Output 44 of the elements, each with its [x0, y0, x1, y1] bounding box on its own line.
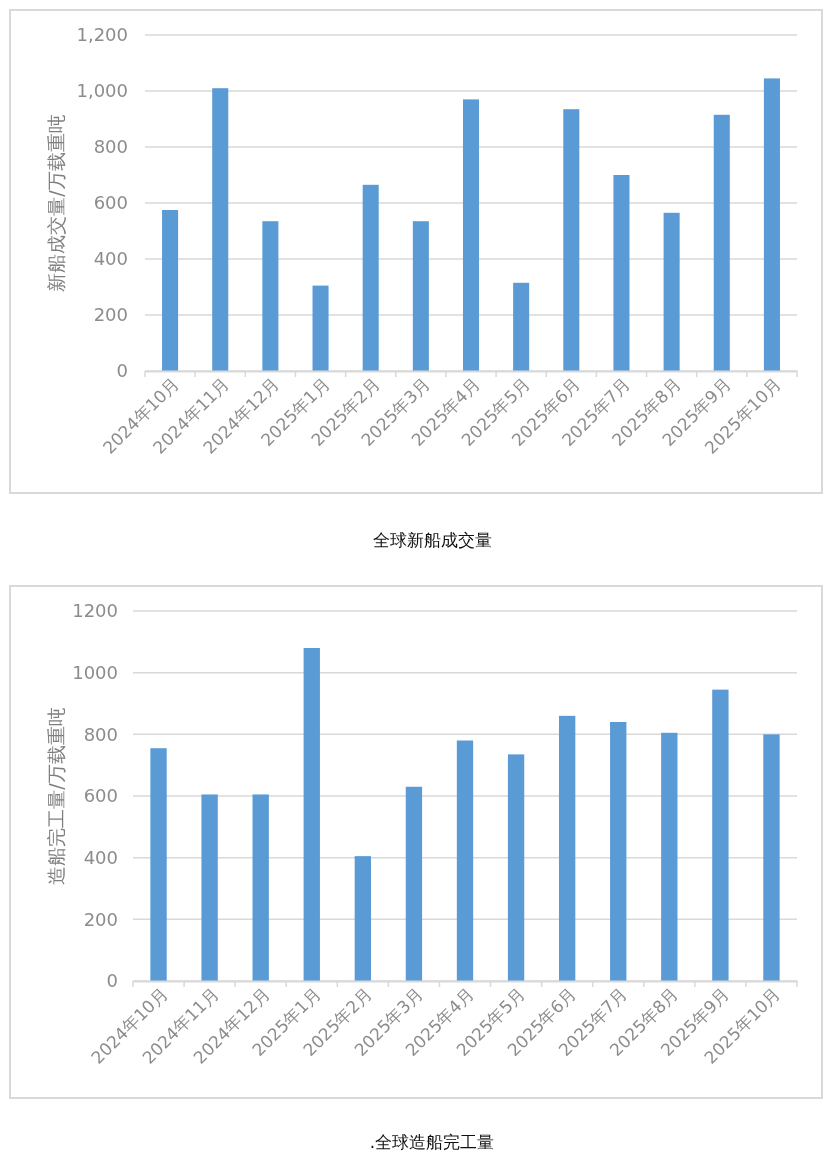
y-tick-label: 200 [83, 908, 118, 930]
bar [713, 114, 730, 371]
bar [563, 109, 580, 371]
bar [763, 78, 780, 371]
y-tick-label: 800 [83, 723, 118, 745]
bar [252, 794, 269, 981]
bar [262, 221, 279, 371]
bar [763, 734, 780, 981]
y-tick-label: 1,200 [76, 24, 128, 46]
bar [362, 184, 379, 371]
y-tick-label: 400 [83, 846, 118, 868]
y-tick-label: 0 [106, 970, 118, 992]
bar [613, 175, 630, 371]
bar [354, 856, 372, 981]
bar [162, 210, 179, 371]
y-tick-label: 600 [93, 192, 128, 214]
bar [312, 285, 329, 371]
bar [663, 212, 680, 371]
bar [462, 99, 480, 371]
text: 全球新船成交量 [372, 530, 492, 550]
y-tick-label: 400 [93, 248, 128, 270]
bar [412, 221, 429, 371]
bar [610, 722, 627, 981]
y-axis-title: 造船完工量/万载重吨 [44, 707, 67, 885]
bar [661, 732, 678, 981]
bar [405, 786, 423, 981]
y-tick-label: 600 [83, 785, 118, 807]
bar [456, 740, 474, 981]
y-tick-label: 0 [116, 360, 128, 382]
bar [150, 748, 167, 981]
y-tick-label: 1200 [72, 600, 118, 622]
y-tick-label: 800 [93, 136, 128, 158]
bar [558, 715, 576, 981]
bar [507, 754, 525, 981]
y-tick-label: 1,000 [76, 80, 128, 102]
text: .全球造船完工量 [369, 1132, 495, 1152]
y-tick-label: 200 [93, 304, 128, 326]
bar [513, 282, 530, 371]
bar [712, 689, 729, 981]
y-axis-title: 新船成交量/万载重吨 [44, 114, 67, 292]
bar [303, 648, 320, 981]
bar [212, 88, 229, 371]
bar [201, 794, 218, 981]
y-tick-label: 1000 [72, 661, 118, 683]
